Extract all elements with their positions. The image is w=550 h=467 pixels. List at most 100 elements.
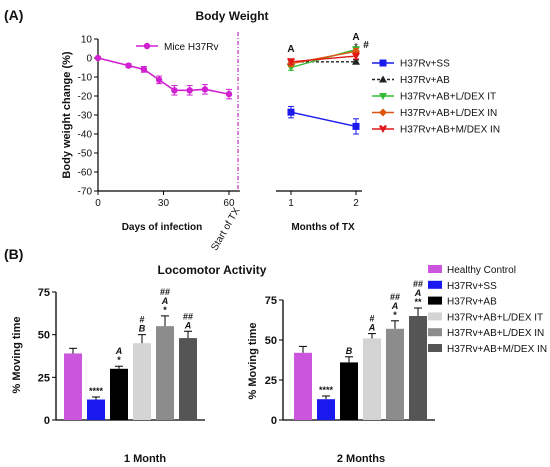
legend-label: H37Rv+AB: [447, 297, 497, 308]
legend-label: H37Rv+SS: [400, 59, 450, 70]
start-of-tx-label: Start of TX: [209, 206, 242, 253]
legend-label: H37Rv+AB: [400, 75, 450, 86]
y-tick-label: 75: [265, 295, 277, 307]
y-tick-label: -10: [78, 73, 93, 84]
series-line-treatment: [290, 55, 357, 63]
legend-marker: [379, 93, 387, 100]
data-point: [171, 87, 178, 94]
x-tick-label: 1: [288, 198, 294, 209]
bar-1: [294, 352, 312, 420]
legend-label: H37Rv+AB+L/DEX IN: [400, 108, 497, 119]
significance-label: A: [391, 301, 399, 311]
significance-label: B: [346, 346, 353, 356]
significance-label: ##: [413, 279, 423, 289]
legend-label: H37Rv+SS: [447, 281, 497, 292]
bar-2: [317, 399, 335, 420]
significance-label: A: [184, 320, 192, 330]
panel-a-xlabel-infection: Days of infection: [122, 222, 203, 233]
significance-label: B: [139, 324, 146, 334]
legend-label-mice: Mice H37Rv: [164, 42, 218, 53]
legend-marker: [379, 75, 387, 83]
data-point: [225, 90, 233, 98]
panel-a-title: Body Weight: [195, 9, 268, 23]
x-tick-label: 60: [223, 198, 235, 209]
bar-5: [386, 328, 404, 420]
series-line-treatment: [290, 111, 357, 128]
panel-a-plot: 100-10-20-30-40-50-60-700 30 60 1 2AA* #: [78, 32, 369, 209]
legend-swatch: [428, 296, 442, 305]
legend-label: Healthy Control: [447, 265, 516, 276]
y-tick-label: 50: [265, 335, 277, 347]
panel-b-title: Locomotor Activity: [158, 263, 267, 277]
significance-label: ##: [183, 311, 193, 321]
y-tick-label: 0: [271, 415, 277, 427]
significance-label: ****: [319, 385, 334, 395]
y-tick-label: -20: [78, 92, 93, 103]
significance-label: *: [163, 305, 167, 315]
panel-b1-xlabel: 1 Month: [124, 453, 166, 465]
legend-swatch: [428, 265, 442, 273]
legend-marker-mice: [143, 42, 151, 50]
significance-label: A: [115, 346, 123, 356]
panel-a-label: (A): [4, 7, 23, 23]
significance-label: A: [161, 296, 169, 306]
y-tick-label: 25: [265, 375, 277, 387]
y-tick-label: 50: [38, 330, 50, 342]
x-tick-label: 0: [95, 198, 101, 209]
legend-label: H37Rv+AB+L/DEX IT: [400, 92, 496, 103]
legend-swatch: [428, 280, 442, 289]
annotation: A: [352, 32, 359, 43]
legend-swatch: [428, 344, 442, 352]
significance-label: *: [117, 355, 121, 365]
legend-marker: [379, 125, 387, 133]
legend-swatch: [428, 312, 442, 321]
panel-a-legend: Mice H37Rv H37Rv+SS H37Rv+AB H37Rv+AB+L/DEX…: [136, 42, 500, 136]
data-point: [352, 57, 360, 65]
data-point: [352, 52, 360, 61]
data-point: [352, 122, 360, 130]
panel-a-xlabel-treatment: Months of TX: [291, 222, 355, 233]
significance-label: ##: [160, 287, 170, 297]
annotation: A: [287, 44, 294, 55]
x-tick-label: 30: [158, 198, 170, 209]
data-point: [287, 57, 295, 66]
significance-label: #: [369, 314, 374, 324]
data-point: [125, 62, 132, 69]
panel-b-label: (B): [4, 246, 23, 262]
significance-label: #: [139, 315, 144, 325]
bar-5: [156, 326, 174, 420]
legend-marker: [379, 59, 387, 67]
legend-marker: [379, 108, 387, 117]
significance-label: ##: [390, 292, 400, 302]
panel-b2-xlabel: 2 Months: [337, 453, 385, 465]
bar-3: [110, 368, 128, 420]
legend-swatch: [428, 328, 442, 337]
y-tick-label: 0: [44, 415, 50, 427]
bar-6: [409, 316, 427, 420]
data-point: [201, 86, 209, 93]
panel-b-legend: Healthy Control H37Rv+SS H37Rv+AB H37Rv+AB+…: [428, 265, 547, 355]
bar-2: [87, 399, 105, 420]
y-tick-label: -60: [78, 168, 93, 179]
bar-4: [363, 338, 381, 420]
y-tick-label: 10: [81, 35, 93, 46]
annotation: *: [354, 42, 358, 53]
panel-b1-ylabel: % Moving time: [11, 316, 23, 393]
y-tick-label: -40: [78, 130, 93, 141]
significance-label: A: [368, 323, 376, 333]
y-tick-label: 75: [38, 287, 50, 299]
y-tick-label: -30: [78, 111, 93, 122]
data-point: [94, 54, 102, 62]
legend-label: H37Rv+AB+L/DEX IT: [447, 312, 543, 323]
panel-b2-ylabel: % Moving time: [247, 322, 259, 399]
y-tick-label: -70: [78, 187, 93, 198]
data-point: [287, 108, 295, 116]
panel-a-ylabel: Body weight change (%): [61, 51, 73, 178]
significance-label: **: [414, 297, 422, 307]
legend-label: H37Rv+AB+L/DEX IN: [447, 328, 544, 339]
bar-6: [179, 338, 197, 420]
y-tick-label: 25: [38, 372, 50, 384]
